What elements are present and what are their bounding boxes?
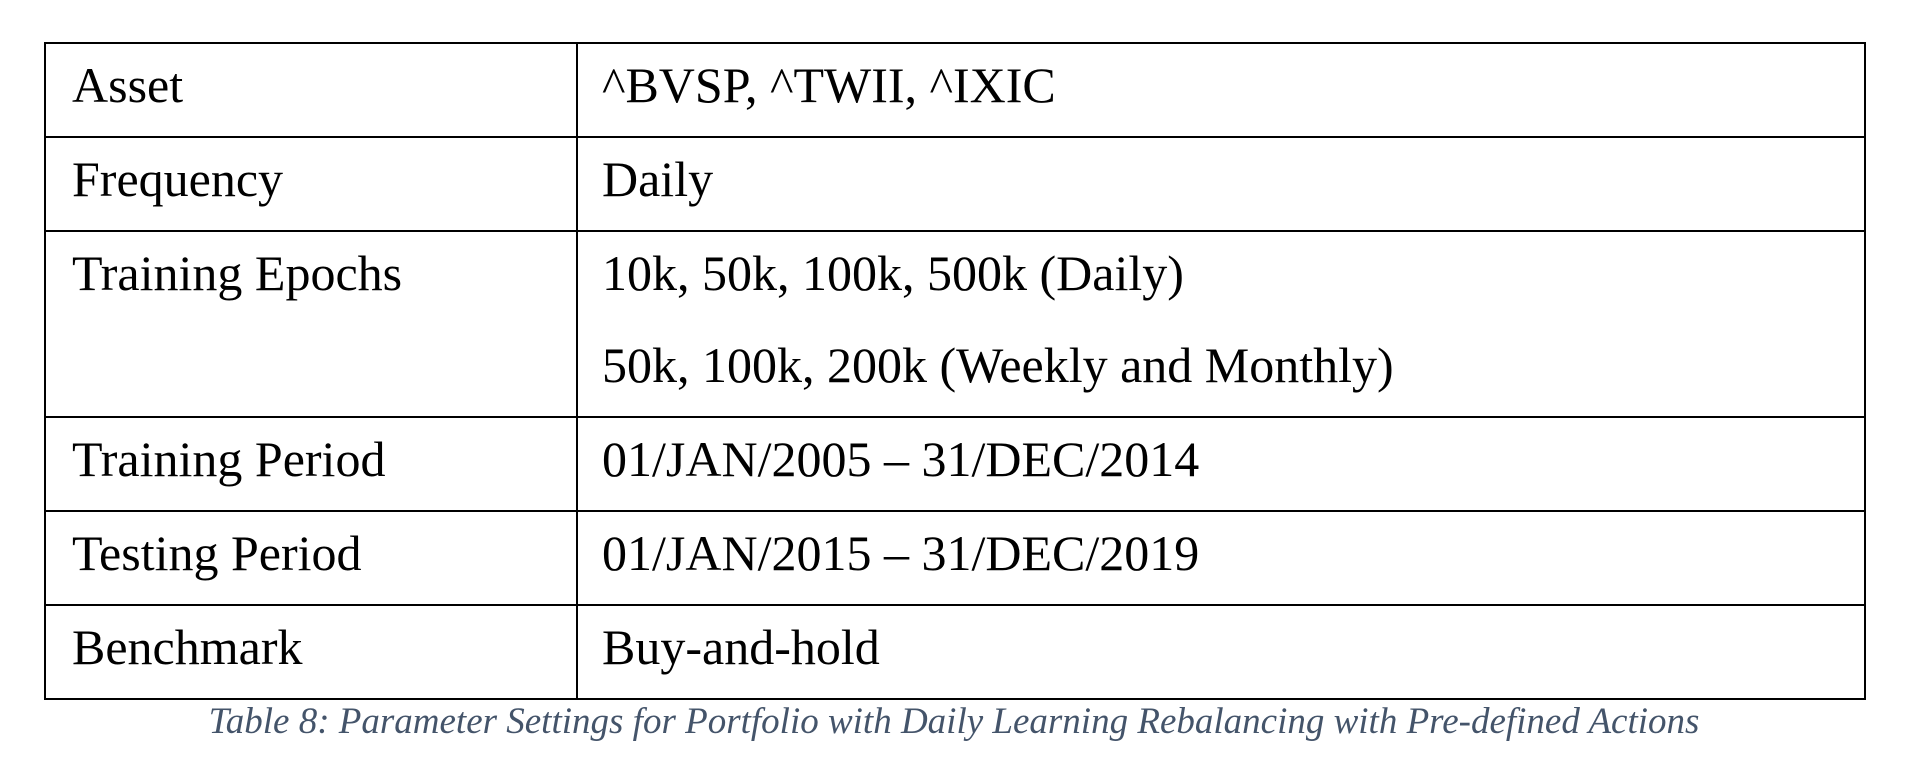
table-row-training-period: Training Period 01/JAN/2005 – 31/DEC/201…	[44, 416, 1866, 512]
value-line: 01/JAN/2015 – 31/DEC/2019	[602, 525, 1200, 581]
row-value: 01/JAN/2015 – 31/DEC/2019	[576, 510, 1866, 606]
row-value: 01/JAN/2005 – 31/DEC/2014	[576, 416, 1866, 512]
table-row-benchmark: Benchmark Buy-and-hold	[44, 604, 1866, 700]
row-label: Frequency	[44, 136, 578, 232]
row-value: ^BVSP, ^TWII, ^IXIC	[576, 42, 1866, 138]
row-value: Daily	[576, 136, 1866, 232]
value-line: 10k, 50k, 100k, 500k (Daily)	[602, 245, 1184, 301]
parameter-settings-table: Asset ^BVSP, ^TWII, ^IXIC Frequency Dail…	[44, 42, 1866, 700]
value-line: Daily	[602, 151, 714, 207]
row-label: Testing Period	[44, 510, 578, 606]
table-row-testing-period: Testing Period 01/JAN/2015 – 31/DEC/2019	[44, 510, 1866, 606]
row-value: 10k, 50k, 100k, 500k (Daily) 50k, 100k, …	[576, 230, 1866, 418]
value-line: Buy-and-hold	[602, 619, 880, 675]
row-label: Training Period	[44, 416, 578, 512]
value-line: 01/JAN/2005 – 31/DEC/2014	[602, 431, 1200, 487]
value-line: 50k, 100k, 200k (Weekly and Monthly)	[602, 337, 1394, 393]
table-row-training-epochs: Training Epochs 10k, 50k, 100k, 500k (Da…	[44, 230, 1866, 418]
row-label: Benchmark	[44, 604, 578, 700]
value-line: ^BVSP, ^TWII, ^IXIC	[602, 57, 1056, 113]
table-row-asset: Asset ^BVSP, ^TWII, ^IXIC	[44, 42, 1866, 138]
row-label: Asset	[44, 42, 578, 138]
table-row-frequency: Frequency Daily	[44, 136, 1866, 232]
row-label: Training Epochs	[44, 230, 578, 418]
parameter-table-container: Asset ^BVSP, ^TWII, ^IXIC Frequency Dail…	[44, 42, 1866, 700]
row-value: Buy-and-hold	[576, 604, 1866, 700]
table-caption: Table 8: Parameter Settings for Portfoli…	[208, 701, 1700, 742]
